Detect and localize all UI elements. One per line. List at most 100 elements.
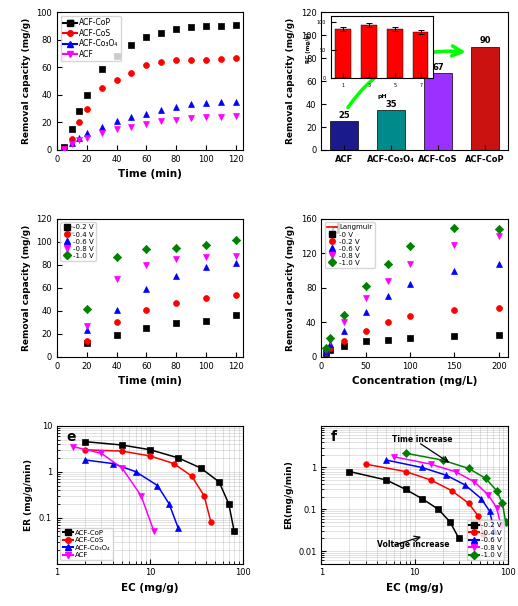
Point <box>339 310 348 320</box>
Point <box>142 119 151 128</box>
Point <box>217 97 225 107</box>
Point <box>495 303 503 313</box>
Point <box>202 112 210 122</box>
Y-axis label: ER(mg/g/min): ER(mg/g/min) <box>284 460 293 529</box>
X-axis label: EC (mg/g): EC (mg/g) <box>386 583 443 593</box>
Point <box>112 124 121 134</box>
Point <box>142 59 151 69</box>
Point <box>172 243 180 253</box>
Point <box>83 336 91 345</box>
Y-axis label: ER (mg/g/min): ER (mg/g/min) <box>24 459 34 531</box>
Point <box>362 336 370 346</box>
Point <box>68 138 76 148</box>
Point <box>83 338 91 348</box>
Point <box>450 305 458 315</box>
Point <box>495 224 503 234</box>
Text: c: c <box>66 223 75 237</box>
Point <box>322 346 330 356</box>
Point <box>83 128 91 138</box>
Legend: Langmuir, -0 V, -0.2 V, -0.6 V, -0.8 V, -1.0 V: Langmuir, -0 V, -0.2 V, -0.6 V, -0.8 V, … <box>325 222 375 268</box>
Point <box>406 311 414 321</box>
Point <box>83 90 91 99</box>
Point <box>202 241 210 250</box>
Point <box>142 260 151 270</box>
Point <box>187 22 195 32</box>
Point <box>384 259 392 268</box>
Point <box>172 102 180 112</box>
Point <box>112 305 121 315</box>
Text: b: b <box>330 16 341 30</box>
Legend: -0.2 V, -0.4 V, -0.6 V, -0.8 V, -1.0 V: -0.2 V, -0.4 V, -0.6 V, -0.8 V, -1.0 V <box>467 521 504 560</box>
Y-axis label: Removal capacity (mg/g): Removal capacity (mg/g) <box>286 18 295 144</box>
Bar <box>377 110 405 150</box>
Point <box>112 116 121 126</box>
Point <box>112 330 121 340</box>
Point <box>187 56 195 65</box>
Point <box>362 293 370 303</box>
Text: 25: 25 <box>338 111 350 120</box>
Text: Voltage increase: Voltage increase <box>377 540 450 549</box>
Point <box>202 98 210 108</box>
Point <box>339 318 348 327</box>
Point <box>157 57 165 67</box>
Point <box>83 304 91 313</box>
Point <box>172 115 180 124</box>
Point <box>97 128 106 138</box>
Point <box>322 348 330 358</box>
Point <box>142 32 151 42</box>
Point <box>172 56 180 65</box>
Text: e: e <box>66 430 76 444</box>
Point <box>406 242 414 251</box>
Point <box>232 290 240 299</box>
Point <box>217 21 225 31</box>
Text: 90: 90 <box>479 36 491 45</box>
X-axis label: Time (min): Time (min) <box>118 376 182 386</box>
X-axis label: Time (min): Time (min) <box>118 170 182 179</box>
Point <box>322 348 330 358</box>
Point <box>232 53 240 62</box>
Point <box>384 291 392 301</box>
Point <box>495 330 503 340</box>
Point <box>232 97 240 107</box>
Point <box>172 298 180 308</box>
Point <box>362 281 370 291</box>
Point <box>75 133 83 142</box>
Point <box>326 345 335 355</box>
Point <box>83 104 91 113</box>
Point <box>232 111 240 121</box>
Point <box>172 24 180 33</box>
Point <box>68 124 76 134</box>
Point <box>202 252 210 262</box>
Point <box>339 342 348 351</box>
Legend: ACF-CoP, ACF-CoS, ACF-Co₃O₄, ACF: ACF-CoP, ACF-CoS, ACF-Co₃O₄, ACF <box>61 528 113 560</box>
Legend: -0.2 V, -0.4 V, -0.6 V, -0.8 V, -1.0 V: -0.2 V, -0.4 V, -0.6 V, -0.8 V, -1.0 V <box>61 222 96 261</box>
Point <box>322 344 330 353</box>
Point <box>60 144 68 153</box>
Point <box>326 339 335 348</box>
Point <box>187 99 195 109</box>
Point <box>326 333 335 342</box>
Point <box>172 319 180 328</box>
Point <box>232 251 240 261</box>
Point <box>75 107 83 116</box>
Point <box>97 64 106 73</box>
Point <box>202 56 210 65</box>
Point <box>495 259 503 268</box>
X-axis label: EC (mg/g): EC (mg/g) <box>121 583 179 593</box>
Point <box>142 284 151 294</box>
Text: 67: 67 <box>432 63 444 72</box>
Point <box>127 68 136 78</box>
Point <box>232 235 240 244</box>
Point <box>362 307 370 317</box>
Point <box>60 144 68 153</box>
Text: a: a <box>66 16 76 30</box>
Point <box>60 144 68 153</box>
Y-axis label: Removal capacity (mg/g): Removal capacity (mg/g) <box>22 225 31 351</box>
Text: d: d <box>330 223 341 237</box>
Point <box>450 331 458 341</box>
Point <box>112 252 121 262</box>
Point <box>127 41 136 50</box>
Text: 35: 35 <box>385 99 397 108</box>
Point <box>127 122 136 132</box>
Point <box>202 262 210 272</box>
